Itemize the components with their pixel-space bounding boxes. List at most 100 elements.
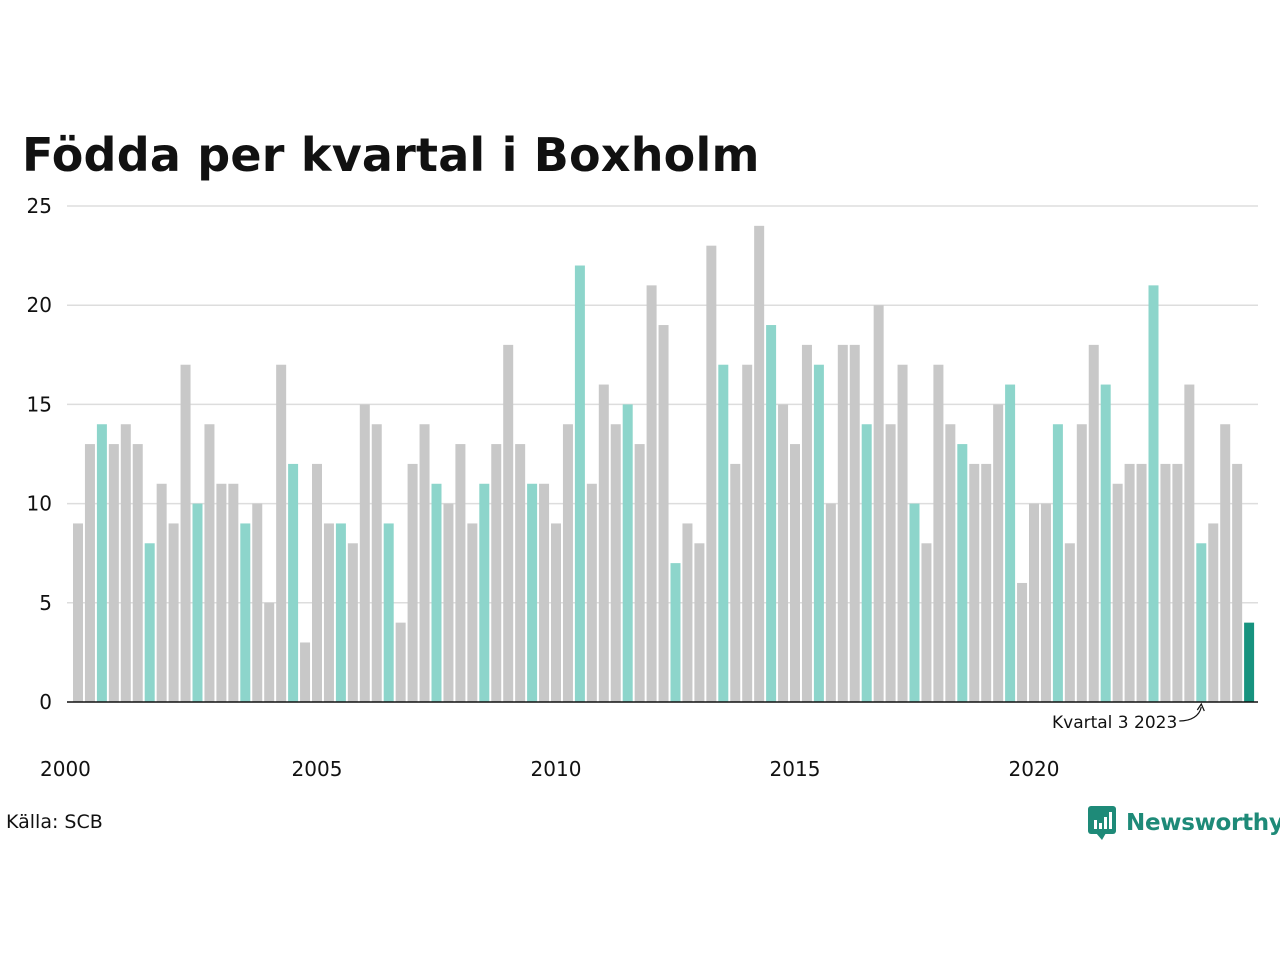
bar [503, 344, 514, 702]
x-tick-label: 2000 [40, 757, 91, 781]
bar [790, 444, 800, 702]
bar [431, 483, 442, 702]
bar [778, 404, 789, 702]
bar [371, 424, 382, 702]
bar [610, 424, 621, 702]
bar [515, 444, 526, 702]
bar [813, 364, 824, 702]
bar [897, 364, 908, 702]
bar [1005, 384, 1016, 702]
bar [1112, 483, 1123, 702]
bar [443, 503, 454, 702]
bar [574, 265, 585, 702]
bar [383, 523, 394, 702]
bar [419, 424, 430, 702]
bar [861, 424, 872, 702]
bar [180, 364, 191, 702]
bar [694, 543, 705, 702]
newsworthy-logo-icon [1088, 806, 1116, 840]
bar [993, 404, 1004, 702]
bar [407, 463, 418, 702]
bar [849, 344, 860, 702]
bar [1017, 582, 1028, 702]
bar [1160, 463, 1171, 702]
bar [1064, 543, 1075, 702]
brand-name: Newsworthy [1126, 810, 1280, 836]
bar [957, 444, 968, 702]
bar [921, 543, 932, 702]
bar [1172, 463, 1183, 702]
bar [945, 424, 956, 702]
bar [228, 483, 239, 702]
bar [825, 503, 836, 702]
x-tick-label: 2010 [531, 757, 582, 781]
brand-logo: Newsworthy [1088, 805, 1280, 841]
bar [718, 364, 729, 702]
bar [706, 245, 717, 702]
annotation: Kvartal 3 2023 [1052, 702, 1205, 733]
bar [909, 503, 920, 702]
bar [323, 523, 334, 702]
bar [730, 463, 741, 702]
chart-title: Födda per kvartal i Boxholm [22, 128, 760, 182]
bar [754, 225, 765, 702]
x-tick-label: 2015 [770, 757, 821, 781]
bar [120, 424, 131, 702]
bar [252, 503, 263, 702]
y-tick-label: 20 [27, 293, 52, 317]
bar [622, 404, 633, 702]
bar [467, 523, 478, 702]
bar [670, 563, 681, 702]
bar [1196, 543, 1207, 702]
bar [658, 325, 669, 702]
bar [539, 483, 550, 702]
bar [300, 642, 311, 702]
bar [108, 444, 119, 702]
bar [682, 523, 693, 702]
bar [1100, 384, 1111, 702]
bar [264, 602, 275, 702]
bar [491, 444, 502, 702]
bar [96, 424, 107, 702]
bar [1088, 344, 1099, 702]
bar [1244, 622, 1255, 702]
bar [192, 503, 203, 702]
bar [1148, 285, 1159, 702]
bar [801, 344, 812, 702]
bar [634, 444, 645, 702]
bar [933, 364, 944, 702]
annotation-arrowhead [1196, 702, 1205, 712]
bar [276, 364, 287, 702]
bar [885, 424, 896, 702]
y-tick-label: 0 [39, 690, 52, 714]
bar [204, 424, 215, 702]
bar [240, 523, 251, 702]
bar [598, 384, 609, 702]
bar [1029, 503, 1039, 702]
y-tick-label: 10 [27, 492, 52, 516]
bar [156, 483, 167, 702]
bar [359, 404, 370, 702]
bar [335, 523, 346, 702]
bar [837, 344, 848, 702]
bar [1052, 424, 1063, 702]
bar [742, 364, 753, 702]
bar [1124, 463, 1135, 702]
y-tick-label: 25 [27, 194, 52, 218]
source-label: Källa: SCB [6, 811, 103, 833]
bar [1076, 424, 1087, 702]
bar [84, 444, 95, 702]
bar [1184, 384, 1195, 702]
bar [1040, 503, 1051, 702]
bar [586, 483, 597, 702]
bar [873, 305, 884, 702]
annotation-arrow [1179, 706, 1202, 722]
bar [395, 622, 406, 702]
annotation-label: Kvartal 3 2023 [1052, 713, 1177, 733]
bar [1208, 523, 1219, 702]
bar [527, 483, 538, 702]
x-tick-label: 2005 [292, 757, 343, 781]
bar [551, 523, 561, 702]
bar [766, 325, 777, 702]
bar [216, 483, 227, 702]
